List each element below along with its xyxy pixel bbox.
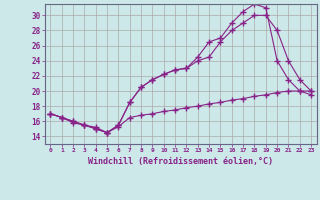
- X-axis label: Windchill (Refroidissement éolien,°C): Windchill (Refroidissement éolien,°C): [88, 157, 273, 166]
